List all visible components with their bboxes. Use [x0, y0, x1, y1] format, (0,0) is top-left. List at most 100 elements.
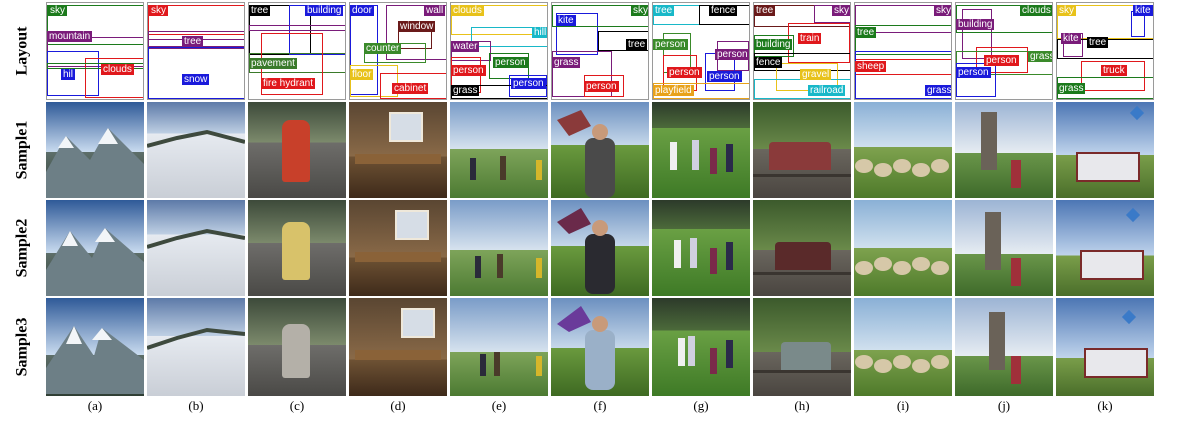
object-tag: fence [754, 57, 783, 68]
sheep-shapes [855, 159, 949, 177]
train-shape [781, 342, 831, 370]
layout-panel: tree fence person person person person playfie… [652, 2, 750, 100]
bounding-box [380, 73, 446, 99]
object-tag: tree [182, 36, 204, 47]
object-tag: tree [626, 39, 648, 50]
train-shape [775, 242, 831, 270]
bounding-box [956, 63, 996, 97]
object-tag: kite [1133, 5, 1153, 16]
sample-image [147, 200, 245, 296]
treeline-shape [147, 228, 245, 249]
sample-image [1056, 298, 1154, 396]
sample-image [551, 102, 649, 198]
sample-image [854, 102, 952, 198]
bounding-box [962, 9, 992, 59]
column-caption: (h) [794, 398, 810, 413]
kite-person-shape [557, 208, 615, 294]
sample-image [854, 200, 952, 296]
object-tag: gravel [800, 69, 832, 80]
bounding-box [1081, 61, 1145, 91]
bounding-box [148, 47, 244, 99]
kite-person-shape [557, 110, 615, 198]
bounding-box [85, 58, 143, 98]
counter-shape [355, 154, 441, 164]
kite-shape [1125, 207, 1141, 223]
bounding-box [47, 51, 99, 96]
object-tag: grass [451, 85, 480, 96]
people-shapes [470, 156, 542, 180]
sample-image [147, 298, 245, 396]
object-tag: pavement [249, 58, 297, 69]
players-shapes [678, 336, 733, 374]
sample-image [551, 200, 649, 296]
layout-panel: tree sky train building fence gravel railroad [753, 2, 851, 100]
statue-person-shape [985, 212, 1021, 286]
sample-image [551, 298, 649, 396]
object-tag: clouds [451, 5, 484, 16]
column-caption: (c) [289, 398, 305, 413]
bounding-box [855, 25, 951, 55]
object-tag: person [707, 71, 742, 82]
bounding-box [451, 5, 547, 35]
row-label-sample2: Sample2 [13, 218, 31, 278]
row-label-layout: Layout [13, 26, 30, 76]
rail-shape [753, 370, 851, 373]
bounding-box [350, 65, 398, 97]
bounding-box [148, 5, 244, 35]
statue-person-shape [989, 312, 1021, 384]
object-tag: tree [653, 5, 675, 16]
object-tag: grass [1028, 51, 1052, 62]
object-tag: cabinet [392, 83, 429, 94]
layout-panel: kite sky tree grass person [551, 2, 649, 100]
bounding-box [976, 47, 1028, 73]
object-tag: building [956, 19, 995, 30]
bounding-box [855, 5, 951, 33]
object-tag: grass [1057, 83, 1086, 94]
people-shapes [480, 352, 542, 376]
object-tag: person [511, 78, 546, 89]
players-shapes [674, 238, 733, 274]
mountain-shape [46, 128, 144, 198]
object-tag: person [715, 49, 749, 60]
kite-person-shape [557, 306, 615, 390]
object-tag: wall [424, 5, 446, 16]
treeline-shape [147, 129, 245, 148]
truck-shape [1076, 152, 1140, 182]
object-tag: person [667, 67, 702, 78]
bounding-box [509, 75, 547, 97]
column-caption: (i) [896, 398, 910, 413]
object-tag: fence [709, 5, 738, 16]
bounding-box [754, 5, 850, 27]
truck-shape [1084, 348, 1148, 378]
window-shape [401, 308, 435, 338]
object-tag: person [984, 55, 1019, 66]
object-tag: sky [1057, 5, 1076, 16]
players-shapes [670, 140, 733, 174]
sample-image [1056, 200, 1154, 296]
sample-image [46, 102, 144, 198]
object-tag: railroad [808, 85, 846, 96]
object-tag: floor [350, 69, 374, 80]
kite-shape [1121, 309, 1137, 325]
object-tag: person [493, 57, 528, 68]
mountain-shape [46, 228, 144, 296]
layout-panel: sky mountain hil clouds [46, 2, 144, 100]
mountain-shape [46, 326, 144, 394]
object-tag: sky [48, 5, 67, 16]
sample-image [753, 298, 851, 396]
sample-image [1056, 102, 1154, 198]
object-tag: train [798, 33, 822, 44]
object-tag: sky [934, 5, 951, 16]
sample-image [248, 102, 346, 198]
column-caption: (e) [491, 398, 507, 413]
object-tag: truck [1101, 65, 1127, 76]
layout-panel: tree building pavement fire hydrant [248, 2, 346, 100]
object-tag: person [956, 67, 991, 78]
fire-hydrant-shape [282, 324, 310, 378]
sample-image [450, 298, 548, 396]
sample-image [147, 102, 245, 198]
sample-image [955, 298, 1053, 396]
bounding-box [776, 63, 838, 91]
layout-panel: building clouds person grass person [955, 2, 1053, 100]
object-tag: fire hydrant [261, 78, 316, 89]
